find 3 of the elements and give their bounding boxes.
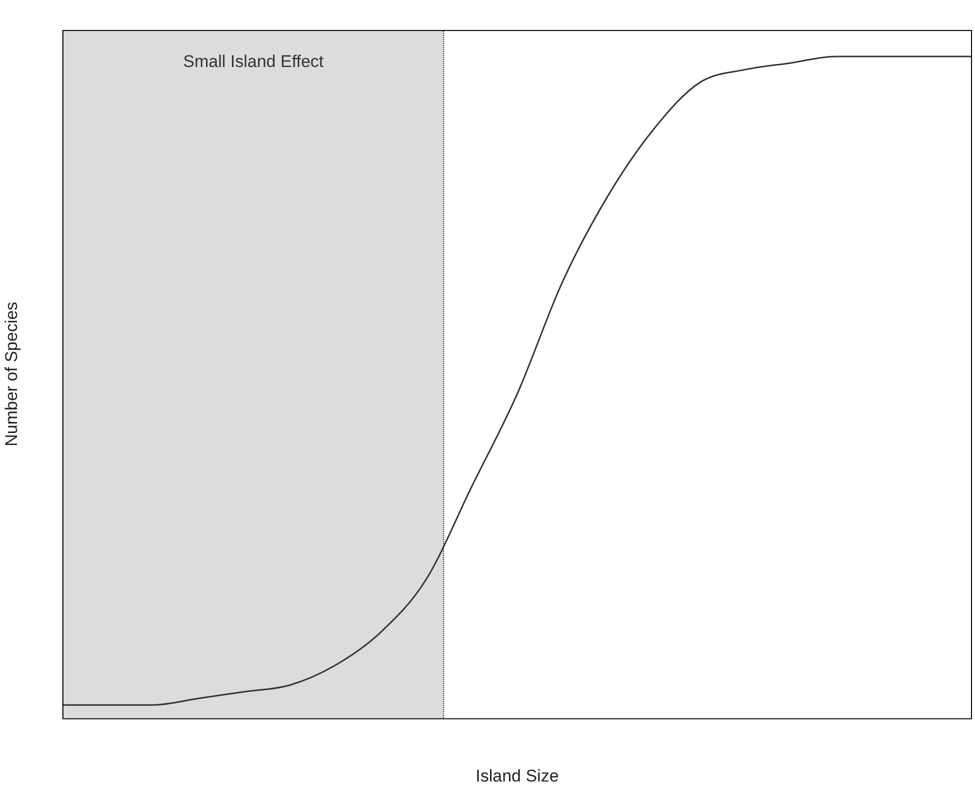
y-axis-title: Number of Species	[2, 302, 21, 446]
annotation: Small Island Effect	[183, 52, 324, 72]
x-axis-title: Island Size	[476, 766, 559, 786]
